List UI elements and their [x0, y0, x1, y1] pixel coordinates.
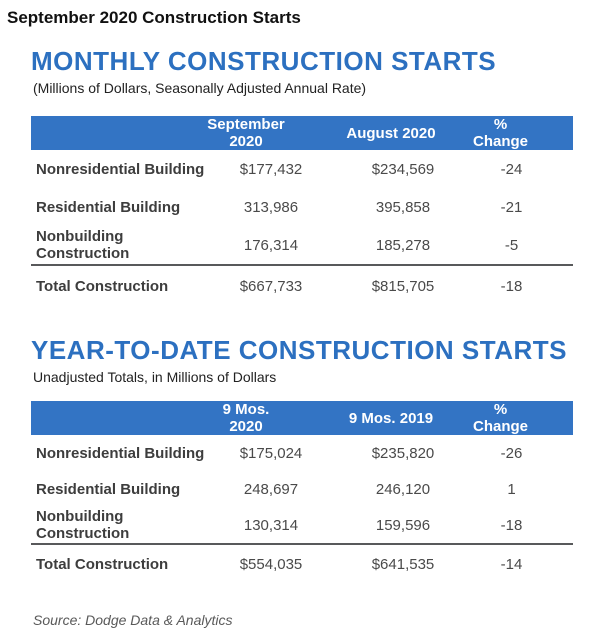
- total-row: Total Construction $667,733 $815,705 -18: [31, 264, 573, 306]
- value-cell: $177,432: [239, 160, 303, 178]
- column-header-9mos-2020: 9 Mos. 2020: [206, 401, 336, 435]
- table-row: Nonbuilding Construction 176,314 185,278…: [31, 226, 573, 265]
- column-header-pct-change: % Change: [470, 401, 573, 435]
- pct-change-cell: -18: [470, 264, 573, 306]
- ytd-heading: YEAR-TO-DATE CONSTRUCTION STARTS: [31, 335, 567, 365]
- total-row: Total Construction $554,035 $641,535 -14: [31, 543, 573, 583]
- value-cell: $641,535: [336, 543, 470, 583]
- table-row: Nonresidential Building $177,432 $234,56…: [31, 150, 573, 188]
- row-label: Residential Building: [36, 480, 181, 498]
- monthly-subtitle: (Millions of Dollars, Seasonally Adjuste…: [33, 80, 367, 96]
- ytd-subtitle: Unadjusted Totals, in Millions of Dollar…: [33, 369, 277, 385]
- ytd-table: 9 Mos. 2020 9 Mos. 2019 % Change Nonresi…: [31, 401, 573, 583]
- empty-header-cell: [31, 401, 206, 435]
- value-cell: 248,697: [243, 480, 299, 498]
- column-header-september-2020: September 2020: [206, 116, 336, 150]
- value-cell: 176,314: [243, 236, 299, 254]
- pct-change-cell: -21: [500, 198, 523, 216]
- table-row: Residential Building 248,697 246,120 1: [31, 471, 573, 507]
- value-cell: 313,986: [243, 198, 299, 216]
- row-label: Total Construction: [31, 543, 206, 583]
- section-year-to-date: YEAR-TO-DATE CONSTRUCTION STARTS Unadjus…: [31, 336, 573, 583]
- ytd-table-header-row: 9 Mos. 2020 9 Mos. 2019 % Change: [31, 401, 573, 435]
- value-cell: $667,733: [206, 264, 336, 306]
- monthly-table: September 2020 August 2020 % Change Nonr…: [31, 116, 573, 306]
- row-label: Nonbuilding Construction: [36, 228, 130, 262]
- value-cell: $554,035: [206, 543, 336, 583]
- monthly-heading: MONTHLY CONSTRUCTION STARTS: [31, 46, 497, 76]
- column-header-pct-change: % Change: [470, 116, 573, 150]
- value-cell: $815,705: [336, 264, 470, 306]
- row-label: Total Construction: [31, 264, 206, 306]
- value-cell: 130,314: [243, 516, 299, 534]
- column-header-august-2020: August 2020: [336, 116, 470, 150]
- pct-change-cell: 1: [507, 480, 516, 498]
- pct-change-cell: -24: [500, 160, 523, 178]
- page-title: September 2020 Construction Starts: [7, 8, 301, 27]
- value-cell: $234,569: [371, 160, 435, 178]
- value-cell: 185,278: [375, 236, 431, 254]
- table-row: Nonbuilding Construction 130,314 159,596…: [31, 507, 573, 544]
- pct-change-cell: -18: [500, 516, 523, 534]
- column-header-9mos-2019: 9 Mos. 2019: [336, 401, 470, 435]
- section-monthly: MONTHLY CONSTRUCTION STARTS (Millions of…: [31, 47, 573, 306]
- table-row: Nonresidential Building $175,024 $235,82…: [31, 435, 573, 471]
- monthly-table-header-row: September 2020 August 2020 % Change: [31, 116, 573, 150]
- value-cell: 159,596: [375, 516, 431, 534]
- row-label: Nonresidential Building: [36, 160, 205, 178]
- row-label: Residential Building: [36, 198, 181, 216]
- table-row: Residential Building 313,986 395,858 -21: [31, 188, 573, 226]
- empty-header-cell: [31, 116, 206, 150]
- row-label: Nonbuilding Construction: [36, 508, 130, 542]
- row-label: Nonresidential Building: [36, 444, 205, 462]
- value-cell: $235,820: [371, 444, 435, 462]
- value-cell: 246,120: [375, 480, 431, 498]
- source-attribution: Source: Dodge Data & Analytics: [33, 612, 233, 628]
- pct-change-cell: -14: [470, 543, 573, 583]
- pct-change-cell: -5: [504, 236, 519, 254]
- value-cell: 395,858: [375, 198, 431, 216]
- value-cell: $175,024: [239, 444, 303, 462]
- pct-change-cell: -26: [500, 444, 523, 462]
